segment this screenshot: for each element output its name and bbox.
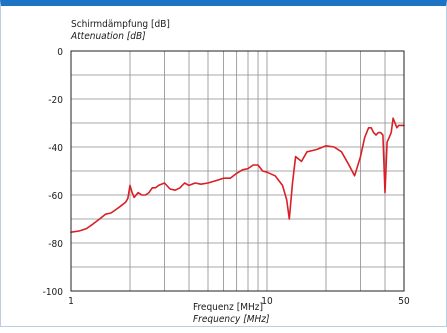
y-tick-label: -80 xyxy=(48,239,63,250)
y-tick-label: -40 xyxy=(48,143,63,154)
y-tick-label: 0 xyxy=(57,47,63,58)
series-layer xyxy=(70,117,405,233)
grid-layer xyxy=(71,51,404,291)
y-axis-title-en: Attenuation [dB] xyxy=(70,31,146,42)
y-axis-title-de: Schirmdämpfung [dB] xyxy=(71,19,170,30)
x-axis-title-de: Frequenz [MHz] xyxy=(193,302,263,313)
chart-svg: 0 -20 -40 -60 -80 -100 1 10 50 Schirmdämpfung [d… xyxy=(43,19,410,325)
y-tick-label: -60 xyxy=(48,191,63,202)
plot-border xyxy=(70,50,405,292)
y-tick-label: -20 xyxy=(48,95,63,106)
x-tick-label: 50 xyxy=(398,296,410,307)
tick-labels: 0 -20 -40 -60 -80 -100 1 10 50 xyxy=(43,47,410,307)
series-line-attenuation xyxy=(70,117,405,233)
y-tick-label: -100 xyxy=(43,287,64,298)
x-axis-title-en: Frequency [MHz] xyxy=(193,314,270,325)
x-tick-label: 1 xyxy=(68,296,74,307)
x-tick-label: 10 xyxy=(261,296,273,307)
